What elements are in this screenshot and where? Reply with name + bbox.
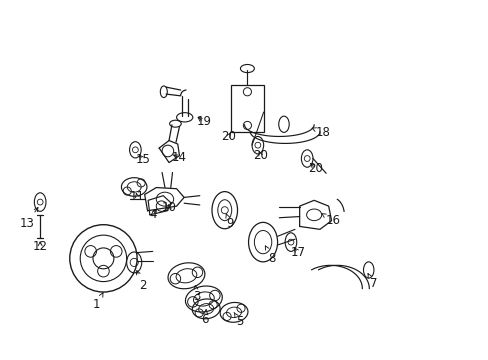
Text: 9: 9 <box>225 214 233 230</box>
Text: 20: 20 <box>221 130 235 143</box>
Text: 2: 2 <box>136 271 146 292</box>
Text: 20: 20 <box>307 162 322 175</box>
Text: 3: 3 <box>193 285 200 303</box>
Text: 12: 12 <box>33 240 47 253</box>
Text: 19: 19 <box>196 116 211 129</box>
Text: 4: 4 <box>149 208 156 221</box>
Text: 14: 14 <box>172 152 186 165</box>
Text: 10: 10 <box>161 201 176 214</box>
Text: 5: 5 <box>234 312 243 328</box>
Text: 16: 16 <box>321 213 340 227</box>
Text: 17: 17 <box>290 246 305 259</box>
Text: 8: 8 <box>265 246 276 265</box>
Text: 20: 20 <box>253 149 267 162</box>
Text: 7: 7 <box>367 274 376 290</box>
Text: 1: 1 <box>93 293 103 311</box>
Text: 6: 6 <box>201 310 208 326</box>
Bar <box>231 85 263 132</box>
Text: 18: 18 <box>311 126 329 139</box>
Text: 15: 15 <box>135 153 150 166</box>
Text: 11: 11 <box>129 190 144 203</box>
Text: 13: 13 <box>20 207 38 230</box>
